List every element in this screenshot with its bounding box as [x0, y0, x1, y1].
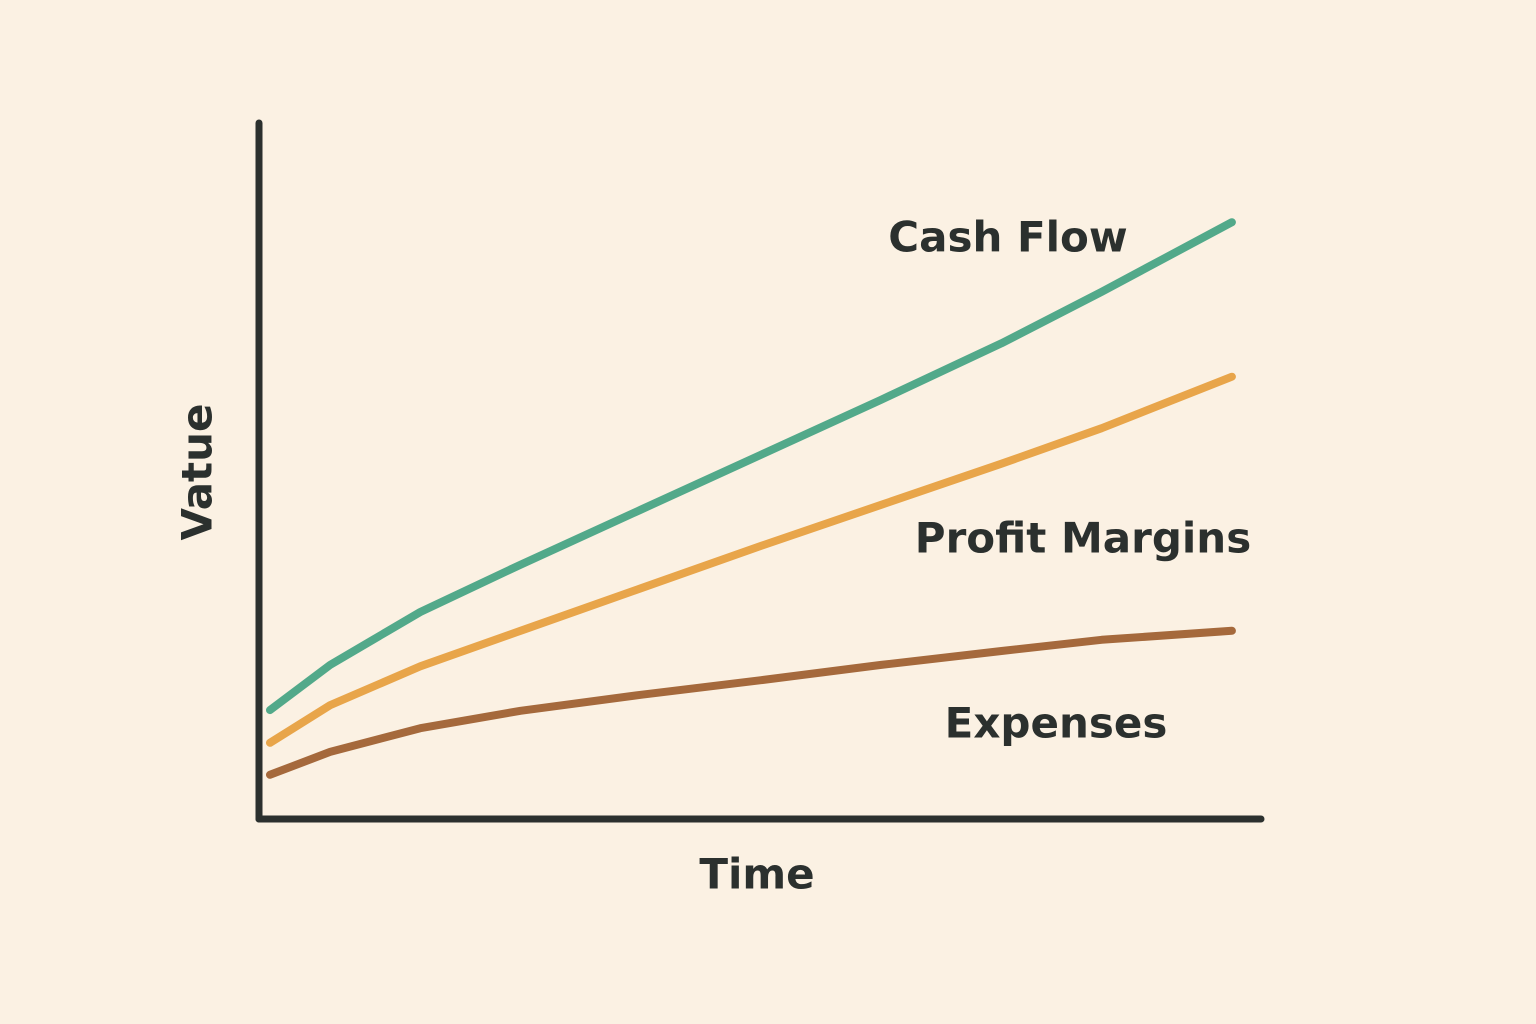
- series-line: [266, 626, 1236, 779]
- series-label: Profit Margins: [915, 514, 1251, 563]
- series-line: [266, 218, 1236, 715]
- y-axis-label: Vatue: [173, 403, 222, 540]
- series-label: Cash Flow: [888, 213, 1127, 262]
- series-label: Expenses: [945, 699, 1168, 748]
- series-line: [266, 372, 1236, 747]
- x-axis-label: Time: [699, 850, 814, 899]
